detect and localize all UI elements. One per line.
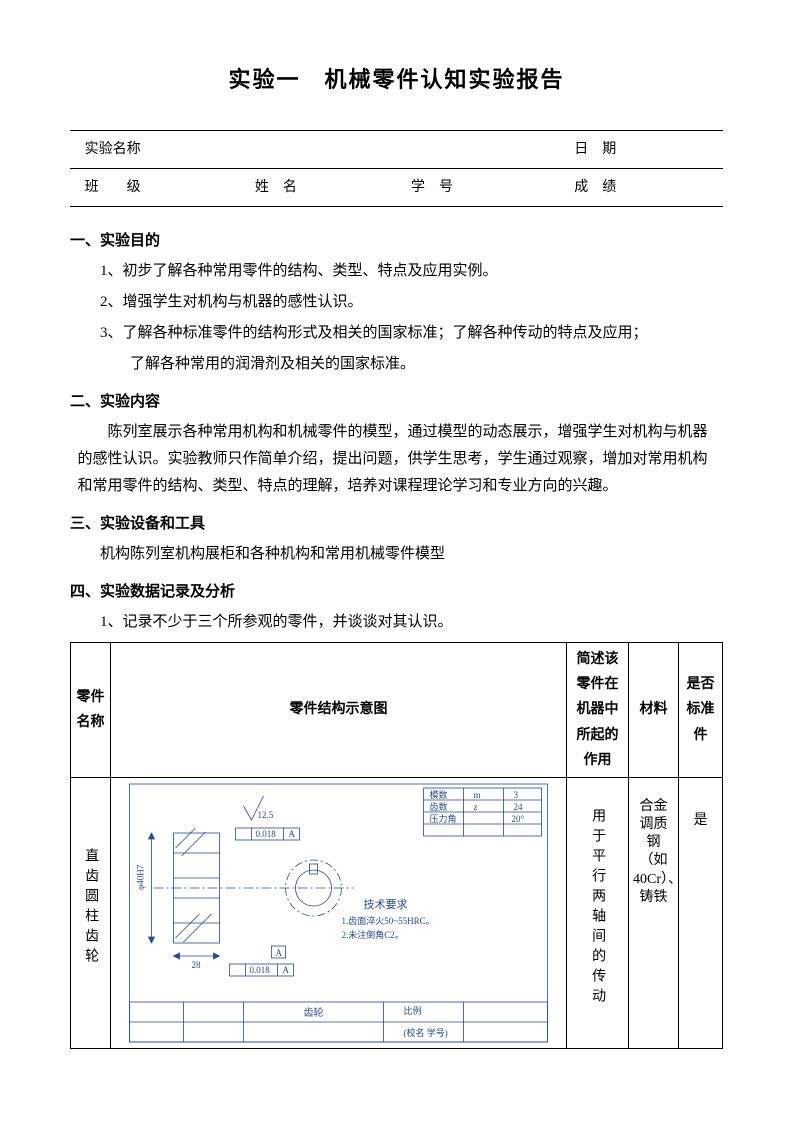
svg-text:比例: 比例: [404, 1005, 422, 1016]
purpose-item-1: 1、初步了解各种常用零件的结构、类型、特点及应用实例。: [100, 258, 723, 285]
svg-text:φ40H7: φ40H7: [136, 864, 146, 890]
heading-purpose: 一、实验目的: [70, 227, 723, 254]
label-exp-name: 实验名称: [70, 130, 155, 168]
th-std: 是否标准件: [679, 642, 723, 777]
svg-text:20°: 20°: [512, 814, 525, 824]
th-name: 零件名称: [71, 642, 111, 777]
label-name: 姓 名: [240, 168, 311, 206]
heading-data: 四、实验数据记录及分析: [70, 578, 723, 605]
field-score[interactable]: [638, 168, 723, 206]
purpose-item-3: 3、了解各种标准零件的结构形式及相关的国家标准；了解各种传动的特点及应用；: [100, 320, 723, 347]
svg-text:技术要求: 技术要求: [364, 898, 408, 911]
svg-text:齿数: 齿数: [430, 801, 448, 812]
th-drawing: 零件结构示意图: [111, 642, 567, 777]
part-name: 直齿圆柱齿轮: [71, 777, 111, 1048]
svg-text:z: z: [474, 802, 478, 812]
parts-table: 零件名称 零件结构示意图 简述该零件在机器中所起的作用 材料 是否标准件 直齿圆…: [70, 642, 723, 1049]
part-drawing-cell: φ40H7 0.018 A A 0.018 A 28 12.5 技术要求 1.齿…: [111, 777, 567, 1048]
label-score: 成 绩: [553, 168, 638, 206]
svg-text:24: 24: [514, 802, 524, 812]
svg-text:1.齿面淬火50~55HRC。: 1.齿面淬火50~55HRC。: [342, 915, 435, 926]
heading-content: 二、实验内容: [70, 388, 723, 415]
page-title: 实验一 机械零件认知实验报告: [70, 60, 723, 100]
svg-text:28: 28: [192, 960, 202, 970]
svg-text:A: A: [283, 965, 290, 975]
field-stuno[interactable]: [467, 168, 552, 206]
gear-drawing: φ40H7 0.018 A A 0.018 A 28 12.5 技术要求 1.齿…: [111, 778, 566, 1048]
data-item-1: 1、记录不少于三个所参观的零件，并谈谈对其认识。: [100, 609, 723, 636]
heading-equipment: 三、实验设备和工具: [70, 510, 723, 537]
th-material: 材料: [629, 642, 679, 777]
svg-text:2.未注倒角C2。: 2.未注倒角C2。: [342, 929, 404, 940]
svg-text:(校名 学号): (校名 学号): [404, 1027, 448, 1038]
svg-text:0.018: 0.018: [256, 829, 277, 839]
field-name[interactable]: [311, 168, 396, 206]
svg-text:12.5: 12.5: [258, 810, 274, 820]
svg-text:A: A: [289, 829, 296, 839]
purpose-item-3b: 了解各种常用的润滑剂及相关的国家标准。: [130, 351, 723, 378]
label-class: 班 级: [70, 168, 155, 206]
field-date[interactable]: [638, 130, 723, 168]
part-material: 合金调质钢（如40Cr）、铸铁: [629, 777, 679, 1048]
part-role: 用于平行两轴间的传动: [567, 777, 629, 1048]
content-text: 陈列室展示各种常用机构和机械零件的模型，通过模型的动态展示，增强学生对机构与机器…: [78, 419, 716, 500]
svg-text:m: m: [474, 790, 481, 800]
svg-text:模数: 模数: [430, 789, 448, 800]
equipment-text: 机构陈列室机构展柜和各种机构和常用机械零件模型: [70, 541, 723, 568]
part-std: 是: [679, 777, 723, 1048]
svg-text:齿轮: 齿轮: [304, 1006, 324, 1019]
field-class[interactable]: [155, 168, 240, 206]
svg-text:压力角: 压力角: [430, 813, 457, 824]
info-table: 实验名称 日 期 班 级 姓 名 学 号 成 绩: [70, 130, 723, 207]
field-exp-name[interactable]: [155, 130, 552, 168]
th-role: 简述该零件在机器中所起的作用: [567, 642, 629, 777]
svg-text:3: 3: [514, 790, 519, 800]
label-stuno: 学 号: [396, 168, 467, 206]
purpose-item-2: 2、增强学生对机构与机器的感性认识。: [100, 289, 723, 316]
svg-text:0.018: 0.018: [250, 965, 271, 975]
svg-text:A: A: [276, 948, 283, 958]
label-date: 日 期: [553, 130, 638, 168]
